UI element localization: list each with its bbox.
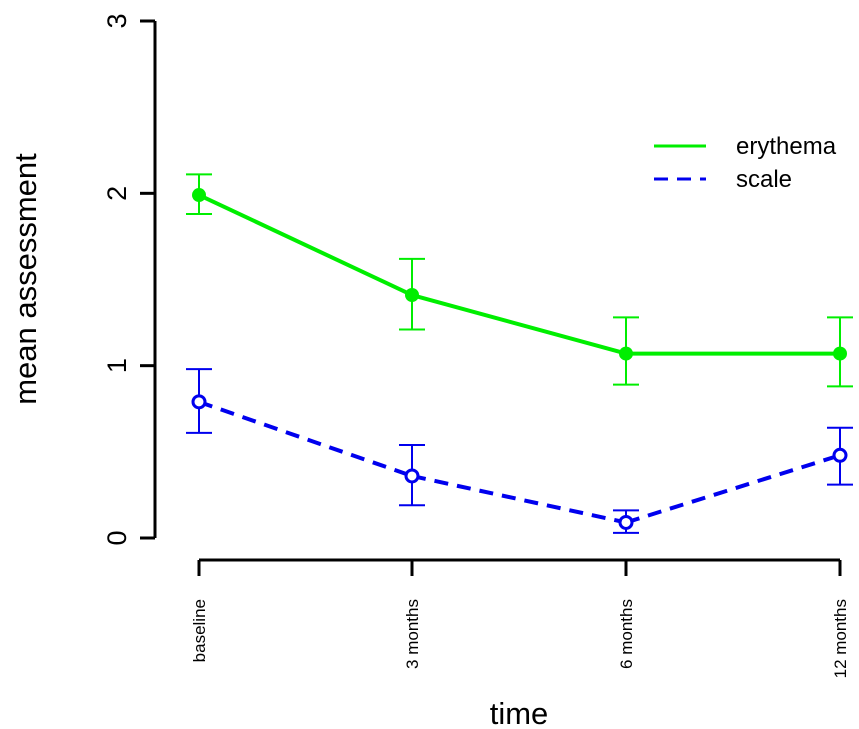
scale-line-segment bbox=[198, 399, 413, 478]
scale-point bbox=[832, 447, 848, 463]
y-tick-label: 1 bbox=[102, 358, 132, 373]
scale-line-segment bbox=[411, 474, 627, 525]
legend-label-erythema: erythema bbox=[736, 133, 837, 160]
erythema-point bbox=[192, 188, 206, 203]
legend: erythema scale bbox=[654, 133, 837, 193]
scale-point bbox=[191, 394, 207, 410]
erythema-point bbox=[619, 346, 633, 361]
x-tick-label: 3 months bbox=[403, 599, 422, 669]
series-erythema bbox=[186, 173, 853, 388]
scale-line-segment bbox=[625, 453, 841, 525]
erythema-point bbox=[833, 346, 847, 361]
erythema-point bbox=[405, 288, 419, 303]
erythema-line-segment bbox=[411, 293, 627, 356]
x-axis: baseline 3 months 6 months 12 months bbox=[190, 558, 850, 678]
series-scale bbox=[186, 368, 853, 534]
y-axis-title: mean assessment bbox=[8, 153, 43, 405]
y-tick-label: 0 bbox=[102, 530, 132, 545]
legend-label-scale: scale bbox=[736, 166, 792, 193]
y-tick-label: 2 bbox=[102, 186, 132, 201]
series-layer bbox=[186, 173, 853, 534]
scale-point bbox=[404, 468, 420, 484]
x-tick-label: 12 months bbox=[831, 599, 850, 678]
y-axis: 0 1 2 3 bbox=[102, 13, 157, 546]
x-tick-label: 6 months bbox=[617, 599, 636, 669]
erythema-line-segment bbox=[198, 193, 413, 297]
scale-point bbox=[618, 514, 634, 530]
x-tick-label: baseline bbox=[190, 599, 209, 662]
x-axis-title: time bbox=[490, 696, 549, 729]
y-tick-label: 3 bbox=[102, 13, 132, 28]
